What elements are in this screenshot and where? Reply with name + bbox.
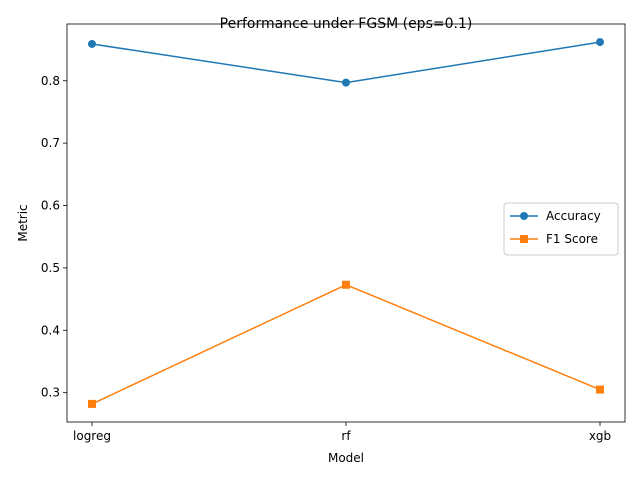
legend: Accuracy F1 Score [503, 202, 619, 256]
y-tick-label: 0.7 [41, 136, 60, 150]
legend-marker-2 [520, 235, 528, 243]
x-axis-label: Model [328, 451, 364, 465]
series-1-point [88, 39, 96, 48]
y-tick-label: 0.4 [41, 323, 60, 337]
series-line-2 [91, 283, 601, 405]
series-2-point [342, 280, 350, 289]
legend-label-2: F1 Score [546, 232, 598, 246]
x-tick-label: rf [341, 429, 351, 443]
series-2-point [596, 385, 604, 394]
x-tick-label: xgb [589, 429, 611, 443]
y-tick-label: 0.3 [41, 386, 60, 400]
x-axis: logreg rf xgb [73, 422, 611, 443]
y-axis: 0.3 0.4 0.5 0.6 0.7 0.8 [41, 74, 67, 400]
series-2-point [88, 399, 96, 408]
legend-marker-1 [520, 212, 528, 220]
series-1-point [342, 78, 350, 87]
legend-label-1: Accuracy [546, 209, 601, 223]
series-line-1 [91, 41, 601, 84]
y-axis-label: Metric [16, 204, 30, 241]
y-tick-label: 0.8 [41, 74, 60, 88]
series-1-point [596, 38, 604, 47]
x-tick-label: logreg [73, 429, 111, 443]
y-tick-label: 0.6 [41, 199, 60, 213]
y-tick-label: 0.5 [41, 261, 60, 275]
series-layer [88, 38, 604, 408]
